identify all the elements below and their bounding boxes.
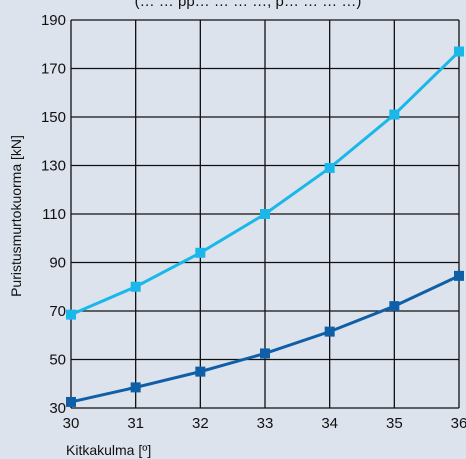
- data-point-marker: [260, 209, 270, 219]
- y-tick-label: 70: [49, 303, 66, 320]
- data-point-marker: [130, 382, 141, 393]
- x-tick-label: 33: [257, 415, 274, 432]
- x-tick-label: 36: [451, 415, 466, 432]
- data-point-marker: [454, 46, 464, 57]
- y-tick-label: 170: [41, 61, 66, 78]
- y-tick-label: 50: [49, 352, 66, 369]
- y-tick-label: 190: [41, 12, 66, 29]
- x-tick-label: 35: [386, 415, 403, 432]
- data-point-marker: [130, 281, 141, 292]
- series-0: [66, 46, 464, 320]
- x-tick-label: 30: [63, 415, 80, 432]
- chart-title: (… … pp… … … …, p… … … …): [135, 0, 362, 10]
- data-point-marker: [389, 301, 400, 312]
- data-point-marker: [66, 309, 76, 320]
- x-tick-label: 32: [192, 415, 209, 432]
- x-tick-label: 31: [127, 415, 144, 432]
- data-point-marker: [260, 348, 270, 359]
- y-tick-label: 130: [41, 158, 66, 175]
- series-1: [66, 270, 464, 407]
- x-axis-title: Kitkakulma [º]: [66, 442, 151, 458]
- data-point-marker: [324, 162, 335, 173]
- data-point-marker: [195, 247, 206, 258]
- data-point-marker: [195, 366, 206, 377]
- y-axis-title: Puristusmurtokuorma [kN]: [8, 135, 24, 297]
- x-tick-label: 34: [321, 415, 338, 432]
- y-tick-label: 90: [49, 255, 66, 272]
- series-layer: [66, 46, 464, 407]
- y-tick-label: 30: [49, 400, 66, 417]
- y-tick-label: 110: [42, 206, 66, 223]
- y-tick-label: 150: [41, 109, 66, 126]
- data-point-marker: [324, 326, 335, 337]
- tick-labels: 30 50 70 90 110 130 150 170 190 30 31 32 33 34 35 36: [41, 12, 466, 432]
- data-point-marker: [66, 396, 76, 407]
- data-point-marker: [454, 270, 464, 281]
- data-point-marker: [389, 109, 400, 120]
